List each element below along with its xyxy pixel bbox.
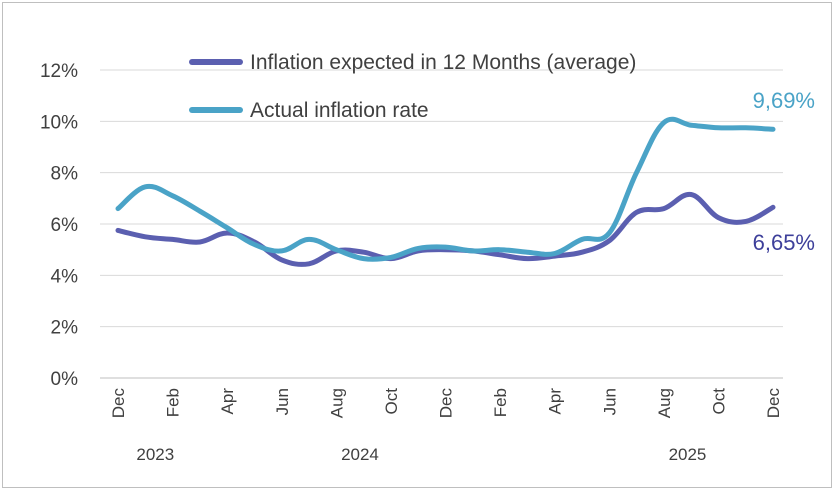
x-tick-label: Oct (382, 388, 401, 415)
x-tick-label: Oct (709, 388, 728, 415)
legend: Inflation expected in 12 Months (average… (189, 51, 636, 122)
year-label: 2025 (669, 445, 707, 464)
x-tick-label: Apr (218, 388, 237, 415)
x-tick-label: Dec (109, 388, 128, 419)
y-tick-label: 2% (51, 318, 79, 339)
year-label: 2023 (136, 445, 174, 464)
x-tick-group: Dec (437, 388, 456, 419)
legend-label: Inflation expected in 12 Months (average… (250, 51, 636, 74)
y-tick-label: 10% (40, 112, 78, 133)
x-tick-group: Aug (327, 388, 346, 418)
x-axis: Dec Feb Apr Jun Aug Oct Dec Feb Apr Jun Aug Oct Dec (109, 388, 783, 419)
series-lines (115, 116, 776, 267)
x-tick-group: Oct (382, 388, 401, 415)
legend-label: Actual inflation rate (250, 99, 429, 122)
end-labels: 9,69% 6,65% (753, 88, 815, 255)
x-tick-group: Dec (109, 388, 128, 419)
x-tick-group: Feb (491, 388, 510, 417)
x-tick-group: Oct (709, 388, 728, 415)
x-tick-label: Feb (164, 388, 183, 417)
y-tick-label: 6% (51, 215, 79, 236)
x-tick-group: Apr (546, 388, 565, 415)
x-tick-group: Dec (764, 388, 783, 419)
x-tick-label: Dec (764, 388, 783, 419)
grid-lines (100, 69, 783, 379)
y-tick-label: 12% (40, 61, 78, 82)
x-tick-label: Dec (437, 388, 456, 419)
x-tick-group: Apr (218, 388, 237, 415)
x-tick-group: Jun (600, 388, 619, 415)
x-tick-group: Aug (655, 388, 674, 418)
x-tick-label: Jun (600, 388, 619, 415)
actual-inflation-line (115, 116, 776, 262)
x-tick-group: Feb (164, 388, 183, 417)
y-tick-label: 0% (51, 369, 79, 390)
x-tick-label: Apr (546, 388, 565, 415)
y-tick-label: 4% (51, 266, 79, 287)
x-tick-group: Jun (273, 388, 292, 415)
y-axis: 0% 2% 4% 6% 8% 10% 12% (40, 61, 78, 390)
x-tick-label: Aug (327, 388, 346, 418)
expected-end-label: 6,65% (753, 230, 815, 255)
x-tick-label: Jun (273, 388, 292, 415)
x-tick-label: Aug (655, 388, 674, 418)
year-label: 2024 (341, 445, 379, 464)
x-tick-label: Feb (491, 388, 510, 417)
year-labels: 2023 2024 2025 (136, 445, 706, 464)
actual-end-label: 9,69% (753, 88, 815, 113)
expected-inflation-line (115, 191, 776, 267)
y-tick-label: 8% (51, 164, 79, 185)
